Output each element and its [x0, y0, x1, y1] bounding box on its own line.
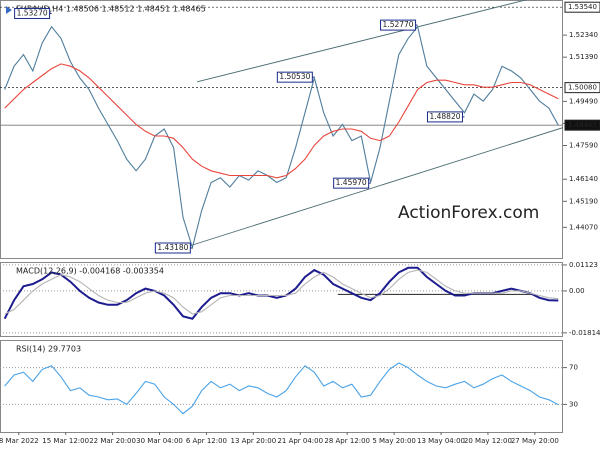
plot-area — [0, 0, 563, 250]
series-line — [4, 362, 559, 415]
y-tick-label: 70 — [569, 364, 578, 372]
x-tick-label: 21 Apr 04:00 — [277, 437, 323, 445]
x-tick-label: 8 Mar 2022 — [0, 437, 39, 445]
x-tick-label: 22 Mar 20:00 — [89, 437, 136, 445]
watermark: ActionForex.com — [398, 203, 539, 223]
level-label: 1.50080 — [568, 84, 597, 92]
series-line — [4, 63, 559, 179]
plot-area — [0, 362, 563, 415]
annotation-label: 1.43180 — [157, 243, 188, 252]
y-tick-label: 30 — [569, 400, 578, 408]
annotation-label: 1.45970 — [336, 178, 367, 187]
panel-title: RSI(14) 29.7703 — [16, 345, 81, 354]
macd-frame — [0, 262, 563, 337]
rsi-frame — [0, 340, 563, 433]
x-tick-label: 5 May 20:00 — [372, 437, 416, 445]
x-tick-label: 6 Apr 12:00 — [186, 437, 227, 445]
level-box — [564, 1, 600, 13]
annotation-box — [14, 7, 51, 19]
annotation-box — [426, 111, 463, 123]
y-tick-label: 1.52340 — [569, 31, 598, 39]
x-tick-label: 20 May 12:00 — [464, 437, 512, 445]
x-tick-label: 30 Mar 04:00 — [136, 437, 183, 445]
y-tick-label: 1.49490 — [569, 97, 598, 105]
x-tick-label: 13 May 04:00 — [417, 437, 465, 445]
panel-title: MACD(12,26,9) -0.004168 -0.003354 — [16, 267, 164, 276]
annotation-box — [333, 177, 370, 189]
x-tick-label: 13 Apr 20:00 — [231, 437, 277, 445]
annotation-box — [276, 71, 313, 83]
x-tick-label: 28 Apr 12:00 — [324, 437, 370, 445]
y-tick-label: -0.01814 — [569, 329, 600, 337]
y-tick-label: 1.45190 — [569, 197, 598, 205]
y-tick-label: 1.46140 — [569, 175, 598, 183]
symbol-icon — [6, 6, 12, 14]
y-tick-label: 0.01123 — [569, 261, 598, 269]
series-line — [4, 269, 559, 315]
level-label: 1.53540 — [568, 3, 597, 11]
annotation-label: 1.52770 — [383, 20, 414, 29]
x-tick-label: 27 May 20:00 — [511, 437, 559, 445]
x-tick-label: 15 Mar 12:00 — [42, 437, 89, 445]
level-box — [564, 82, 600, 94]
annotation-label: 1.50530 — [279, 72, 310, 81]
annotation-label: 1.53270 — [17, 8, 48, 17]
y-tick-label: 1.44070 — [569, 223, 598, 231]
y-tick-label: 1.51390 — [569, 53, 598, 61]
trend-line — [182, 127, 563, 249]
annotation-box — [154, 242, 191, 254]
price-frame — [0, 0, 563, 259]
annotation-box — [380, 19, 417, 31]
y-tick-label: 1.47590 — [569, 142, 598, 150]
level-label: 1.48465 — [568, 121, 597, 129]
annotation-label: 1.48820 — [429, 112, 460, 121]
series-line — [4, 25, 559, 250]
panel-title: EURAUD,H4 1.48506 1.48512 1.48451 1.4846… — [16, 5, 206, 14]
level-box — [564, 119, 600, 131]
series-line — [3, 266, 559, 320]
plot-area — [0, 264, 563, 334]
trend-line — [196, 0, 528, 83]
y-tick-label: 0.00 — [569, 287, 585, 295]
